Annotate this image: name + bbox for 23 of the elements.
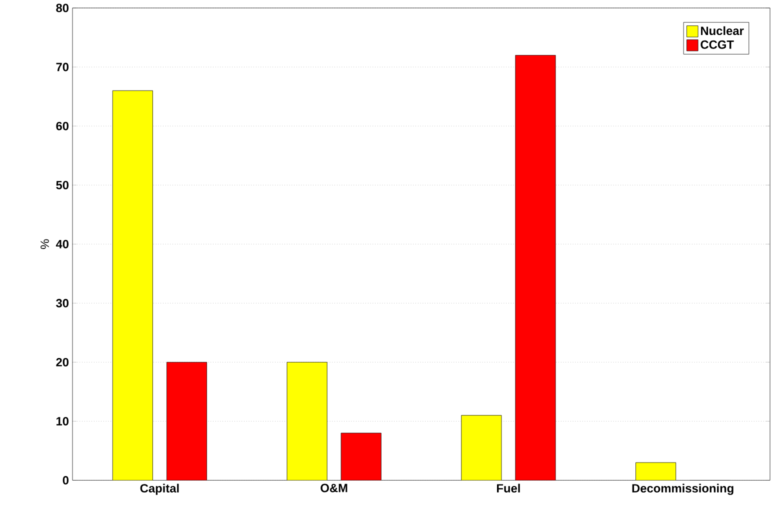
- y-tick-label: 70: [56, 62, 69, 72]
- bar: [515, 54, 556, 480]
- legend-label: CCGT: [700, 40, 734, 49]
- bar: [286, 362, 328, 480]
- x-tick-label: Fuel: [497, 484, 520, 492]
- x-tick-label: O&M: [320, 484, 348, 492]
- x-tick-label: Decommissioning: [632, 484, 734, 495]
- bar: [166, 362, 207, 480]
- legend-label: Nuclear: [701, 26, 744, 35]
- bar: [636, 462, 676, 480]
- y-tick-label: 20: [56, 358, 69, 366]
- y-tick-label: 30: [56, 298, 69, 308]
- x-tick-label: Capital: [140, 484, 179, 495]
- y-tick-label: 0: [62, 476, 69, 484]
- bar: [461, 415, 502, 480]
- y-axis-title: %: [40, 239, 49, 249]
- y-tick-label: 10: [56, 416, 69, 426]
- y-tick-label: 60: [56, 122, 69, 130]
- y-tick-label: 80: [56, 4, 69, 12]
- y-tick-label: 40: [56, 240, 69, 248]
- y-tick-label: 50: [56, 180, 69, 190]
- bar: [340, 432, 382, 480]
- bar: [112, 90, 153, 480]
